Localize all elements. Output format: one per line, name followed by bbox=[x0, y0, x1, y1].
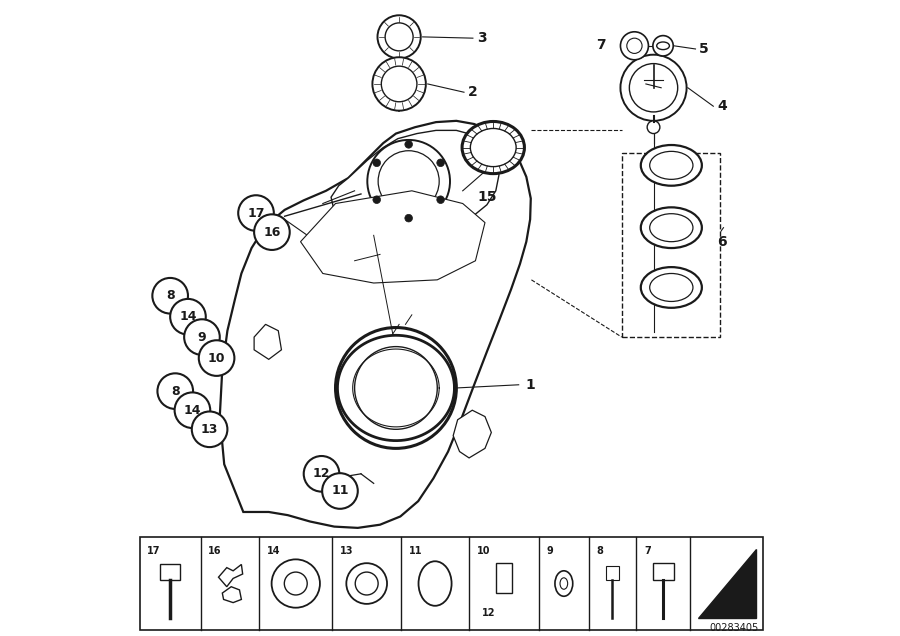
Circle shape bbox=[336, 328, 456, 448]
Bar bbox=[622, 153, 720, 337]
Circle shape bbox=[355, 347, 437, 429]
Ellipse shape bbox=[657, 42, 670, 50]
Text: 4: 4 bbox=[717, 99, 727, 113]
Circle shape bbox=[436, 159, 445, 167]
Circle shape bbox=[158, 373, 194, 409]
Text: 10: 10 bbox=[208, 352, 225, 364]
Circle shape bbox=[382, 66, 417, 102]
Polygon shape bbox=[301, 191, 485, 283]
Circle shape bbox=[184, 319, 220, 355]
Text: 8: 8 bbox=[171, 385, 180, 398]
Text: 13: 13 bbox=[201, 423, 219, 436]
Ellipse shape bbox=[650, 151, 693, 179]
Circle shape bbox=[346, 563, 387, 604]
Text: 5: 5 bbox=[699, 42, 709, 56]
Text: 6: 6 bbox=[717, 235, 726, 249]
Polygon shape bbox=[698, 549, 756, 618]
Text: 7: 7 bbox=[596, 38, 606, 52]
Text: 17: 17 bbox=[248, 207, 265, 219]
Circle shape bbox=[385, 23, 413, 51]
Circle shape bbox=[436, 196, 445, 204]
Circle shape bbox=[405, 141, 412, 148]
Text: 8: 8 bbox=[597, 546, 603, 556]
Circle shape bbox=[175, 392, 211, 428]
Text: 14: 14 bbox=[179, 310, 197, 323]
Text: 11: 11 bbox=[409, 546, 422, 556]
Text: 15: 15 bbox=[477, 190, 497, 204]
Circle shape bbox=[373, 196, 381, 204]
Circle shape bbox=[170, 299, 206, 335]
Circle shape bbox=[199, 340, 234, 376]
Circle shape bbox=[647, 121, 660, 134]
Circle shape bbox=[652, 36, 673, 56]
Text: 10: 10 bbox=[477, 546, 490, 556]
Text: 11: 11 bbox=[331, 485, 348, 497]
Circle shape bbox=[620, 55, 687, 121]
Ellipse shape bbox=[641, 145, 702, 186]
Circle shape bbox=[284, 572, 307, 595]
Ellipse shape bbox=[641, 207, 702, 248]
Ellipse shape bbox=[462, 121, 525, 174]
Polygon shape bbox=[222, 586, 241, 603]
Circle shape bbox=[629, 64, 678, 112]
Circle shape bbox=[373, 57, 426, 111]
Circle shape bbox=[322, 473, 358, 509]
Polygon shape bbox=[219, 565, 243, 586]
Polygon shape bbox=[220, 121, 531, 528]
Text: 8: 8 bbox=[166, 289, 175, 302]
Bar bbox=[140, 537, 763, 630]
Circle shape bbox=[378, 151, 439, 212]
Ellipse shape bbox=[650, 214, 693, 242]
Text: 12: 12 bbox=[482, 608, 495, 618]
Circle shape bbox=[192, 411, 228, 447]
Text: 9: 9 bbox=[198, 331, 206, 343]
Circle shape bbox=[408, 199, 436, 227]
Circle shape bbox=[626, 38, 642, 53]
Text: 7: 7 bbox=[644, 546, 651, 556]
Text: 16: 16 bbox=[263, 226, 281, 238]
Text: 1: 1 bbox=[525, 378, 535, 392]
Bar bbox=[160, 565, 180, 580]
Text: 17: 17 bbox=[148, 546, 161, 556]
Ellipse shape bbox=[641, 267, 702, 308]
Ellipse shape bbox=[471, 128, 516, 167]
Bar bbox=[497, 562, 512, 593]
Text: 14: 14 bbox=[266, 546, 280, 556]
Circle shape bbox=[377, 15, 420, 59]
Ellipse shape bbox=[650, 273, 693, 301]
Text: 12: 12 bbox=[313, 467, 330, 480]
Text: 2: 2 bbox=[468, 85, 478, 99]
Circle shape bbox=[272, 560, 320, 608]
Circle shape bbox=[356, 572, 378, 595]
Circle shape bbox=[405, 214, 412, 222]
Text: 14: 14 bbox=[184, 404, 202, 417]
Text: 9: 9 bbox=[546, 546, 554, 556]
Text: 16: 16 bbox=[208, 546, 221, 556]
Circle shape bbox=[303, 456, 339, 492]
Circle shape bbox=[238, 195, 274, 231]
Circle shape bbox=[373, 159, 381, 167]
Bar bbox=[606, 566, 619, 580]
Circle shape bbox=[415, 207, 428, 219]
Ellipse shape bbox=[555, 571, 572, 597]
Circle shape bbox=[254, 214, 290, 250]
Polygon shape bbox=[454, 410, 491, 458]
Text: 00283405: 00283405 bbox=[709, 623, 759, 633]
Circle shape bbox=[152, 278, 188, 314]
Circle shape bbox=[620, 32, 648, 60]
Ellipse shape bbox=[418, 561, 452, 605]
Ellipse shape bbox=[560, 577, 568, 589]
Polygon shape bbox=[331, 130, 499, 234]
Text: 3: 3 bbox=[477, 31, 486, 45]
Bar bbox=[653, 562, 673, 580]
Circle shape bbox=[367, 140, 450, 223]
Polygon shape bbox=[254, 324, 282, 359]
Text: 13: 13 bbox=[340, 546, 354, 556]
